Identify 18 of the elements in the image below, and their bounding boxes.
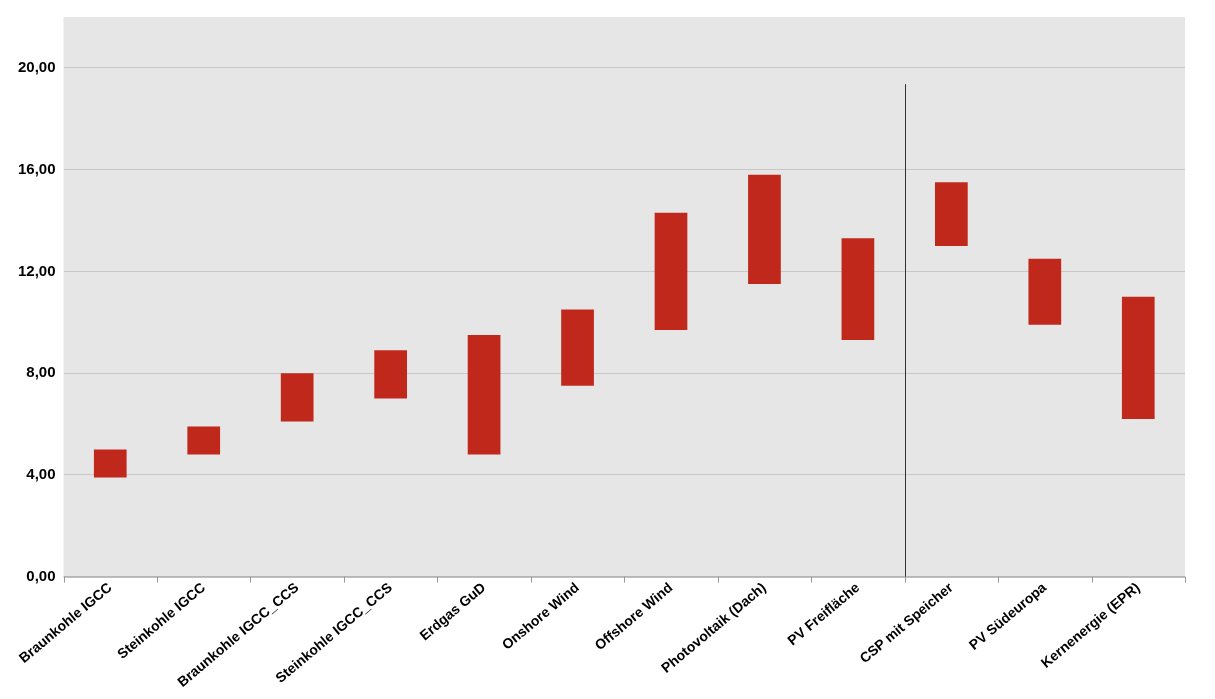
bar bbox=[654, 212, 688, 330]
bar bbox=[935, 182, 968, 246]
bar bbox=[93, 449, 127, 478]
bar bbox=[841, 238, 875, 341]
y-tick-label: 16,00 bbox=[17, 159, 56, 177]
bar bbox=[374, 350, 407, 399]
y-tick-label: 0,00 bbox=[26, 566, 56, 584]
y-tick-label: 20,00 bbox=[17, 58, 56, 76]
bar bbox=[748, 174, 781, 285]
bar bbox=[467, 334, 501, 455]
bar bbox=[1028, 258, 1062, 325]
y-tick-label: 4,00 bbox=[26, 465, 56, 483]
y-tick-label: 12,00 bbox=[17, 261, 56, 279]
bar bbox=[280, 373, 314, 422]
bar bbox=[1121, 296, 1155, 419]
y-tick-label: 8,00 bbox=[26, 363, 56, 381]
bar bbox=[187, 426, 221, 455]
bar bbox=[561, 309, 594, 386]
